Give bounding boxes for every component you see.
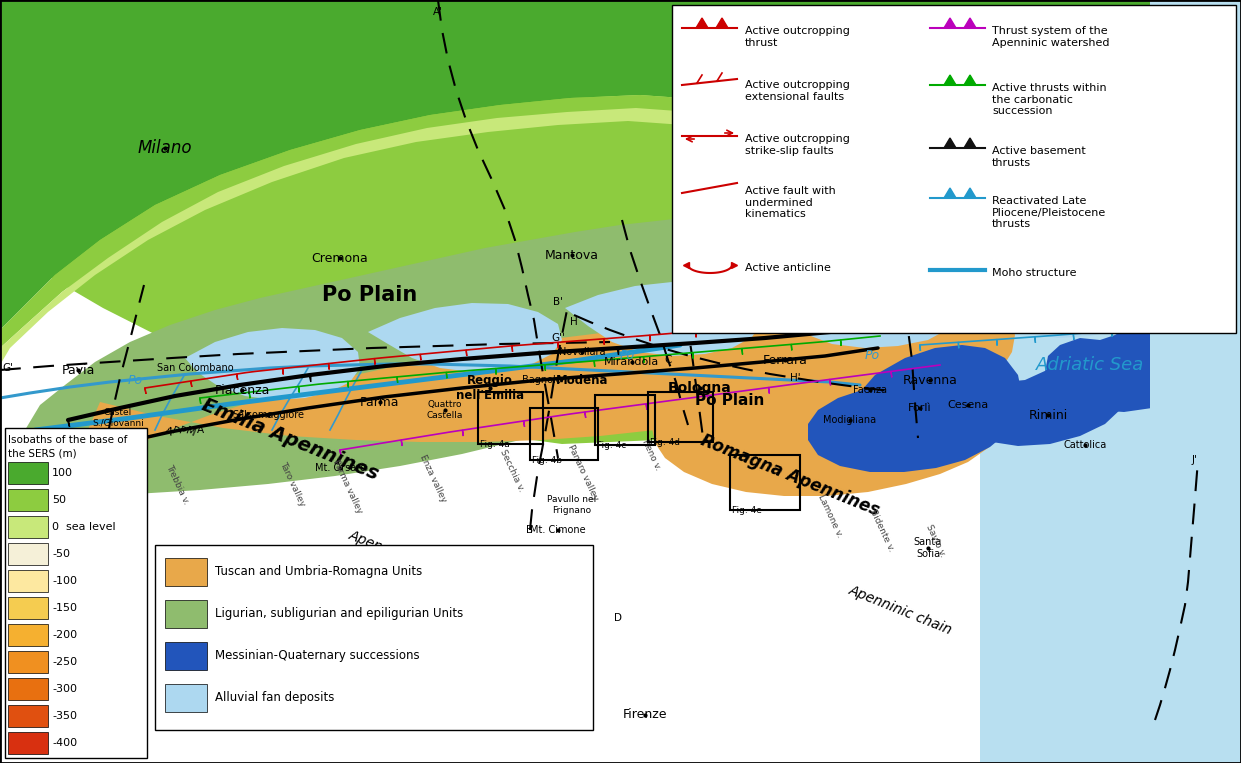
Polygon shape bbox=[78, 43, 885, 317]
Polygon shape bbox=[0, 95, 1241, 348]
Polygon shape bbox=[582, 238, 998, 438]
Text: Romagna Apennines: Romagna Apennines bbox=[697, 431, 882, 519]
Text: Salsomaggiore: Salsomaggiore bbox=[232, 410, 304, 420]
Text: H: H bbox=[570, 317, 578, 327]
Polygon shape bbox=[944, 18, 956, 28]
Text: Reactivated Late
Pliocene/Pleistocene
thrusts: Reactivated Late Pliocene/Pleistocene th… bbox=[992, 196, 1106, 229]
Text: Mt. Cimone: Mt. Cimone bbox=[530, 525, 586, 535]
Text: Faenza: Faenza bbox=[853, 385, 887, 395]
Bar bbox=[7, 624, 48, 646]
Text: Mantova: Mantova bbox=[545, 249, 599, 262]
Polygon shape bbox=[101, 40, 870, 300]
Text: Active anticline: Active anticline bbox=[745, 263, 831, 273]
Text: Trebbia v.: Trebbia v. bbox=[164, 463, 190, 506]
Text: Secchia v.: Secchia v. bbox=[498, 448, 525, 493]
Text: I: I bbox=[101, 457, 103, 467]
Text: -300: -300 bbox=[52, 684, 77, 694]
Polygon shape bbox=[716, 18, 728, 28]
Polygon shape bbox=[369, 303, 562, 372]
Text: the SERS (m): the SERS (m) bbox=[7, 448, 77, 458]
Polygon shape bbox=[35, 55, 915, 354]
Polygon shape bbox=[0, 108, 1241, 365]
Text: Pavullo nel
Frignano: Pavullo nel Frignano bbox=[547, 495, 597, 515]
Bar bbox=[7, 570, 48, 592]
Bar bbox=[7, 516, 48, 538]
FancyBboxPatch shape bbox=[671, 5, 1236, 333]
Polygon shape bbox=[964, 18, 975, 28]
Text: Bologna: Bologna bbox=[668, 381, 732, 395]
Polygon shape bbox=[617, 348, 619, 355]
Text: Taro valley: Taro valley bbox=[278, 460, 307, 507]
Polygon shape bbox=[309, 375, 310, 382]
Polygon shape bbox=[0, 78, 951, 408]
Text: 0  sea level: 0 sea level bbox=[52, 522, 115, 532]
Polygon shape bbox=[652, 382, 1008, 496]
Text: Cremona: Cremona bbox=[311, 252, 369, 265]
Text: Modigliana: Modigliana bbox=[824, 415, 876, 425]
Text: Po Plain: Po Plain bbox=[695, 392, 764, 407]
Text: Po: Po bbox=[865, 349, 880, 362]
Text: -400: -400 bbox=[52, 738, 77, 748]
Polygon shape bbox=[55, 48, 900, 336]
Polygon shape bbox=[964, 188, 975, 198]
Text: Fig. 4c: Fig. 4c bbox=[597, 441, 627, 450]
Text: E: E bbox=[897, 263, 903, 273]
Text: Mirandola: Mirandola bbox=[604, 357, 660, 367]
Polygon shape bbox=[944, 75, 956, 85]
Text: Reno v.: Reno v. bbox=[640, 438, 663, 472]
Text: Rimini: Rimini bbox=[1029, 408, 1067, 421]
Text: B': B' bbox=[553, 297, 563, 307]
Text: Castel
S./Giovanni: Castel S./Giovanni bbox=[92, 408, 144, 428]
Text: Po Plain: Po Plain bbox=[323, 285, 418, 305]
Polygon shape bbox=[67, 420, 69, 427]
Bar bbox=[478, 392, 544, 444]
Bar bbox=[7, 462, 48, 484]
Text: Active outcropping
extensional faults: Active outcropping extensional faults bbox=[745, 80, 850, 101]
Text: Panaro valley: Panaro valley bbox=[566, 443, 599, 502]
Bar bbox=[7, 651, 48, 673]
Text: Firenze: Firenze bbox=[623, 709, 668, 722]
Text: C': C' bbox=[675, 273, 685, 283]
Bar bbox=[7, 705, 48, 727]
Polygon shape bbox=[140, 38, 830, 265]
Text: Pavia: Pavia bbox=[61, 363, 94, 376]
Text: Fig. 4d: Fig. 4d bbox=[650, 438, 680, 447]
Text: Ravenna: Ravenna bbox=[902, 374, 958, 387]
FancyBboxPatch shape bbox=[155, 545, 593, 730]
Text: Quattro
Castella: Quattro Castella bbox=[427, 401, 463, 420]
Text: -50: -50 bbox=[52, 549, 69, 559]
Bar bbox=[594, 395, 655, 445]
Text: D: D bbox=[614, 613, 622, 623]
Text: Bidente v.: Bidente v. bbox=[867, 508, 895, 553]
Text: -200: -200 bbox=[52, 630, 77, 640]
Text: Parma: Parma bbox=[360, 395, 400, 408]
Text: Reggio
nell'Emilia: Reggio nell'Emilia bbox=[455, 374, 524, 402]
Polygon shape bbox=[0, 96, 968, 444]
Polygon shape bbox=[0, 0, 1241, 330]
Text: J': J' bbox=[1193, 455, 1198, 465]
Text: Novellara: Novellara bbox=[558, 347, 606, 357]
Text: Thrust system of the
Apenninic watershed: Thrust system of the Apenninic watershed bbox=[992, 26, 1109, 47]
Text: A: A bbox=[163, 425, 174, 437]
Polygon shape bbox=[185, 328, 360, 400]
Text: Active fault with
undermined
kinematics: Active fault with undermined kinematics bbox=[745, 186, 835, 219]
Bar bbox=[7, 489, 48, 511]
Polygon shape bbox=[1180, 180, 1241, 763]
Text: Fig. 4b: Fig. 4b bbox=[532, 456, 562, 465]
Bar bbox=[730, 455, 800, 510]
Text: A: A bbox=[196, 425, 204, 435]
Polygon shape bbox=[887, 326, 889, 333]
Text: C: C bbox=[664, 355, 671, 365]
Text: Active outcropping
thrust: Active outcropping thrust bbox=[745, 26, 850, 47]
Polygon shape bbox=[970, 358, 1131, 446]
Polygon shape bbox=[944, 188, 956, 198]
Polygon shape bbox=[968, 258, 1148, 338]
Polygon shape bbox=[1045, 328, 1198, 412]
FancyBboxPatch shape bbox=[5, 428, 146, 758]
Text: Messinian-Quaternary successions: Messinian-Quaternary successions bbox=[215, 649, 419, 662]
Text: -150: -150 bbox=[52, 603, 77, 613]
Text: 100: 100 bbox=[52, 468, 73, 478]
Text: Moho structure: Moho structure bbox=[992, 268, 1076, 278]
Text: Lamone v.: Lamone v. bbox=[815, 493, 844, 539]
